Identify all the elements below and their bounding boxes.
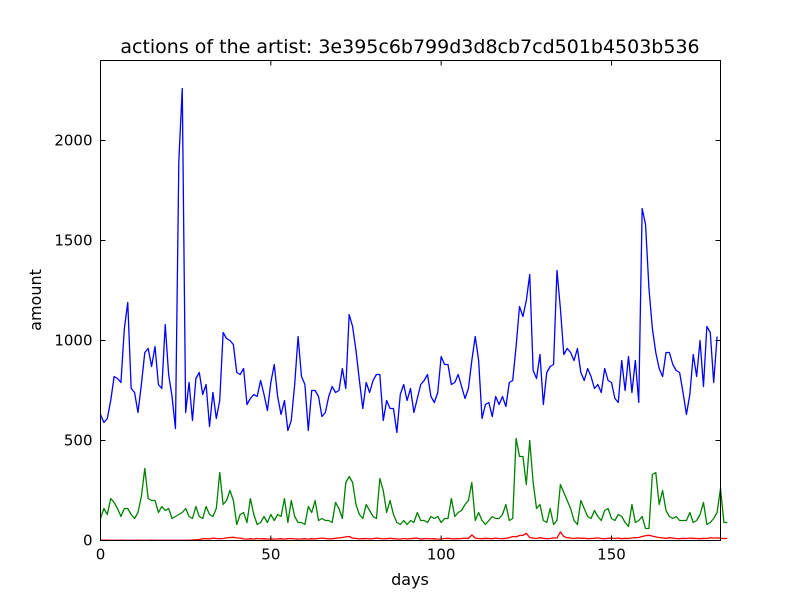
x-tick-label-150: 150 — [597, 546, 626, 564]
y-tick-label-2000: 2000 — [54, 132, 92, 150]
chart-title: actions of the artist: 3e395c6b799d3d8cb… — [120, 36, 699, 58]
series-line-2 — [99, 437, 728, 530]
x-axis: 0 50 100 150 — [96, 60, 626, 564]
x-tick-label-100: 100 — [427, 546, 456, 564]
series-line-3 — [100, 531, 728, 541]
x-tick-label-50: 50 — [261, 546, 280, 564]
series-line-1 — [99, 87, 718, 434]
y-tick-label-0: 0 — [83, 532, 93, 550]
y-tick-label-1500: 1500 — [54, 232, 92, 250]
series-layer — [99, 87, 728, 541]
y-tick-label-1000: 1000 — [54, 332, 92, 350]
y-tick-label-500: 500 — [64, 432, 93, 450]
y-axis: 0 500 1000 1500 2000 — [54, 132, 721, 550]
x-axis-label: days — [391, 570, 429, 589]
x-tick-label-0: 0 — [96, 546, 106, 564]
y-axis-label: amount — [26, 269, 45, 331]
plot-area: 0 50 100 150 0 500 1000 1500 2000 — [54, 60, 728, 564]
plot-frame — [100, 60, 721, 541]
